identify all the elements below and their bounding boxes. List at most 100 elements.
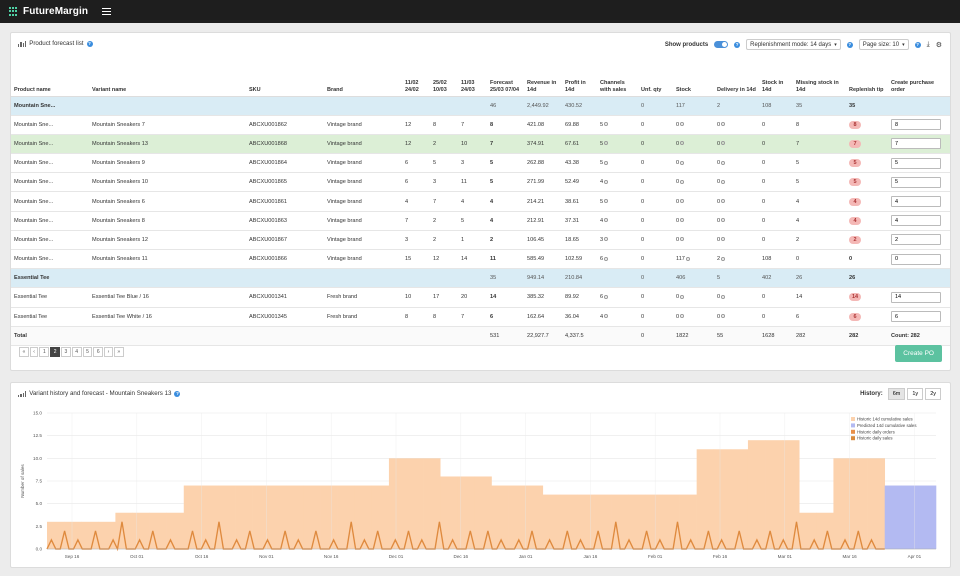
table-row[interactable]: Mountain Sne... Mountain Sneakers 12 ABCXU… bbox=[11, 230, 950, 251]
column-header[interactable]: Stock in 14d bbox=[759, 63, 793, 97]
info-icon[interactable] bbox=[721, 179, 726, 184]
purchase-order-input[interactable] bbox=[891, 253, 941, 265]
page-button[interactable]: 4 bbox=[71, 347, 82, 357]
info-icon[interactable] bbox=[604, 160, 609, 165]
info-icon[interactable] bbox=[680, 179, 685, 184]
cell-po[interactable] bbox=[888, 191, 950, 212]
page-button[interactable]: › bbox=[104, 347, 113, 357]
cell-po[interactable] bbox=[888, 287, 950, 308]
info-icon[interactable] bbox=[721, 314, 726, 319]
range-2y-button[interactable]: 2y bbox=[925, 388, 941, 400]
help-icon[interactable]: ? bbox=[914, 41, 921, 48]
range-1y-button[interactable]: 1y bbox=[907, 388, 924, 400]
column-header[interactable]: Stock bbox=[673, 63, 714, 97]
replenishment-mode-select[interactable]: Replenishment mode: 14 days ▾ bbox=[746, 39, 841, 50]
purchase-order-input[interactable] bbox=[891, 291, 941, 303]
cell-po[interactable] bbox=[888, 172, 950, 193]
info-icon[interactable] bbox=[604, 237, 609, 242]
purchase-order-input[interactable] bbox=[891, 157, 941, 169]
info-icon[interactable] bbox=[680, 314, 685, 319]
help-icon[interactable]: ? bbox=[86, 40, 93, 47]
purchase-order-input[interactable] bbox=[891, 196, 941, 208]
page-button[interactable]: « bbox=[19, 347, 29, 357]
help-icon[interactable]: ? bbox=[846, 41, 853, 48]
group-row[interactable]: Mountain Sne... 46 2,449.92 430.52 0 117 2 108 3… bbox=[11, 96, 950, 116]
page-button[interactable]: 5 bbox=[82, 347, 93, 357]
cell-po[interactable] bbox=[888, 115, 950, 135]
info-icon[interactable] bbox=[680, 199, 685, 204]
table-row[interactable]: Mountain Sne... Mountain Sneakers 9 ABCXU0… bbox=[11, 153, 950, 174]
info-icon[interactable] bbox=[604, 256, 609, 261]
column-header[interactable]: Missing stock in 14d bbox=[793, 63, 846, 97]
purchase-order-input[interactable] bbox=[891, 311, 941, 323]
purchase-order-input[interactable] bbox=[891, 119, 941, 131]
info-icon[interactable] bbox=[721, 218, 726, 223]
info-icon[interactable] bbox=[680, 218, 685, 223]
column-header[interactable]: Channels with sales bbox=[597, 63, 638, 97]
show-products-toggle[interactable] bbox=[714, 41, 729, 48]
info-icon[interactable] bbox=[604, 179, 609, 184]
page-size-select[interactable]: Page size: 10 ▾ bbox=[858, 39, 909, 50]
create-po-button[interactable]: Create PO bbox=[895, 345, 942, 362]
range-6m-button[interactable]: 6m bbox=[887, 388, 906, 400]
cell-po[interactable] bbox=[888, 307, 950, 327]
column-header[interactable]: Product name bbox=[11, 63, 89, 97]
column-header[interactable]: Brand bbox=[324, 63, 402, 97]
info-icon[interactable] bbox=[721, 141, 726, 146]
info-icon[interactable] bbox=[721, 160, 726, 165]
cell-po[interactable] bbox=[888, 153, 950, 174]
column-header[interactable]: Revenue in 14d bbox=[524, 63, 562, 97]
info-icon[interactable] bbox=[721, 199, 726, 204]
table-row[interactable]: Mountain Sne... Mountain Sneakers 11 ABCXU… bbox=[11, 249, 950, 270]
info-icon[interactable] bbox=[604, 218, 609, 223]
info-icon[interactable] bbox=[680, 141, 685, 146]
column-header[interactable]: 11/02 24/02 bbox=[402, 63, 430, 97]
column-header[interactable]: Delivery in 14d bbox=[714, 63, 759, 97]
page-button[interactable]: 2 bbox=[50, 347, 61, 357]
gear-icon[interactable]: ⚙ bbox=[935, 41, 942, 49]
page-button[interactable]: 1 bbox=[39, 347, 50, 357]
info-icon[interactable] bbox=[604, 294, 609, 299]
purchase-order-input[interactable] bbox=[891, 215, 941, 227]
download-icon[interactable]: ⤓ bbox=[926, 40, 930, 48]
table-row[interactable]: Mountain Sne... Mountain Sneakers 13 ABCXU… bbox=[11, 134, 950, 155]
column-header[interactable]: Replenish tip bbox=[846, 63, 888, 97]
info-icon[interactable] bbox=[680, 237, 685, 242]
info-icon[interactable] bbox=[721, 122, 726, 127]
column-header[interactable]: Forecast 25/03 07/04 bbox=[487, 63, 524, 97]
table-row[interactable]: Essential Tee Essential Tee White / 16 ABC… bbox=[11, 307, 950, 327]
column-header[interactable]: Unf. qty bbox=[638, 63, 673, 97]
info-icon[interactable] bbox=[604, 141, 609, 146]
page-button[interactable]: 6 bbox=[93, 347, 104, 357]
info-icon[interactable] bbox=[604, 199, 609, 204]
page-button[interactable]: ‹ bbox=[29, 347, 39, 357]
help-icon[interactable]: ? bbox=[734, 41, 741, 48]
column-header[interactable]: Create purchase order bbox=[888, 63, 950, 97]
hamburger-menu-icon[interactable] bbox=[102, 8, 112, 15]
table-row[interactable]: Mountain Sne... Mountain Sneakers 7 ABCXU0… bbox=[11, 115, 950, 135]
purchase-order-input[interactable] bbox=[891, 176, 941, 188]
purchase-order-input[interactable] bbox=[891, 138, 941, 150]
info-icon[interactable] bbox=[721, 294, 726, 299]
info-icon[interactable] bbox=[680, 160, 685, 165]
column-header[interactable]: 11/03 24/03 bbox=[458, 63, 487, 97]
group-row[interactable]: Essential Tee 35 949.14 210.84 0 406 5 402 26 26 bbox=[11, 268, 950, 289]
info-icon[interactable] bbox=[604, 314, 609, 319]
column-header[interactable]: 25/02 10/03 bbox=[430, 63, 458, 97]
column-header[interactable]: Profit in 14d bbox=[562, 63, 597, 97]
page-button[interactable]: 3 bbox=[61, 347, 71, 357]
table-row[interactable]: Mountain Sne... Mountain Sneakers 8 ABCXU0… bbox=[11, 211, 950, 231]
column-header[interactable]: SKU bbox=[246, 63, 324, 97]
table-row[interactable]: Mountain Sne... Mountain Sneakers 10 ABCXU… bbox=[11, 172, 950, 193]
cell-po[interactable] bbox=[888, 249, 950, 270]
info-icon[interactable] bbox=[685, 256, 690, 261]
table-row[interactable]: Essential Tee Essential Tee Blue / 16 ABCX… bbox=[11, 287, 950, 308]
info-icon[interactable] bbox=[721, 256, 726, 261]
purchase-order-input[interactable] bbox=[891, 234, 941, 246]
help-icon[interactable]: ? bbox=[174, 390, 181, 397]
cell-po[interactable] bbox=[888, 134, 950, 155]
cell-po[interactable] bbox=[888, 211, 950, 231]
info-icon[interactable] bbox=[604, 122, 609, 127]
column-header[interactable]: Variant name bbox=[89, 63, 246, 97]
info-icon[interactable] bbox=[680, 122, 685, 127]
